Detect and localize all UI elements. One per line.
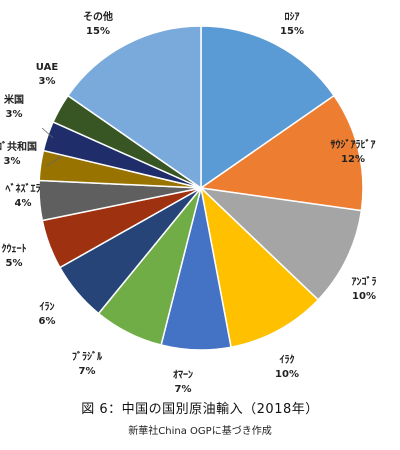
- slice-label-12: その他 15%: [83, 10, 113, 37]
- slice-name-1: ｻｳｼﾞｱﾗﾋﾞｱ: [331, 138, 376, 151]
- slice-name-4: ｵﾏｰﾝ: [173, 369, 193, 381]
- slice-value-8: 4%: [15, 198, 32, 209]
- leader-line-10: [41, 127, 54, 139]
- source-note: 新華社China OGPに基づき作成: [128, 426, 272, 437]
- slice-name-8: ﾍﾞﾈｽﾞｴﾗ: [5, 182, 41, 195]
- figure-caption: 図 6：中国の国別原油輸入（2018年）: [81, 402, 319, 417]
- slice-label-6: ｲﾗﾝ 6%: [39, 301, 56, 327]
- slice-labels: ﾛｼｱ 15%ｻｳｼﾞｱﾗﾋﾞｱ 12%ｱﾝｺﾞﾗ 10%ｲﾗｸ 10%ｵﾏｰﾝ 7%ﾌﾞ…: [0, 10, 377, 395]
- pie-slices: [38, 25, 364, 351]
- slice-value-9: 3%: [4, 156, 21, 167]
- slice-label-11: UAE 3%: [36, 62, 59, 87]
- slice-value-3: 10%: [275, 369, 299, 380]
- slice-name-6: ｲﾗﾝ: [40, 301, 55, 313]
- pie-slice-0: [200, 25, 336, 190]
- slice-value-2: 10%: [352, 291, 376, 302]
- pie-slice-1: [198, 94, 364, 212]
- slice-label-4: ｵﾏｰﾝ 7%: [173, 369, 193, 395]
- slice-value-1: 12%: [341, 154, 365, 165]
- leader-lines: [41, 127, 63, 167]
- slice-label-2: ｱﾝｺﾞﾗ 10%: [352, 275, 377, 302]
- slice-value-0: 15%: [280, 26, 304, 37]
- slice-value-5: 7%: [79, 366, 96, 377]
- slice-name-7: ｸｳｪｰﾄ: [2, 243, 27, 255]
- slice-value-10: 3%: [6, 109, 23, 120]
- slice-label-9: ｺﾝｺﾞ共和国 3%: [0, 140, 37, 167]
- slice-name-3: ｲﾗｸ: [280, 354, 295, 366]
- slice-name-9: ｺﾝｺﾞ共和国: [0, 140, 37, 153]
- pie-slice-12: [66, 25, 202, 190]
- slice-name-10: 米国: [4, 93, 24, 106]
- slice-label-1: ｻｳｼﾞｱﾗﾋﾞｱ 12%: [331, 138, 376, 165]
- slice-value-6: 6%: [39, 316, 56, 327]
- slice-name-11: UAE: [36, 62, 59, 73]
- pie-chart: ﾛｼｱ 15%ｻｳｼﾞｱﾗﾋﾞｱ 12%ｱﾝｺﾞﾗ 10%ｲﾗｸ 10%ｵﾏｰﾝ 7%ﾌﾞ…: [0, 10, 377, 395]
- slice-label-5: ﾌﾞﾗｼﾞﾙ 7%: [72, 350, 103, 377]
- pie-slice-2: [198, 186, 363, 301]
- slice-name-12: その他: [83, 10, 113, 23]
- slice-label-8: ﾍﾞﾈｽﾞｴﾗ 4%: [5, 182, 41, 209]
- leader-line-9: [46, 155, 63, 167]
- slice-name-2: ｱﾝｺﾞﾗ: [352, 275, 377, 288]
- slice-name-5: ﾌﾞﾗｼﾞﾙ: [72, 350, 103, 363]
- slice-value-11: 3%: [39, 76, 56, 87]
- slice-value-4: 7%: [175, 384, 192, 395]
- slice-label-10: 米国 3%: [4, 93, 24, 120]
- slice-name-0: ﾛｼｱ: [285, 11, 300, 23]
- slice-label-7: ｸｳｪｰﾄ 5%: [2, 243, 27, 269]
- slice-value-7: 5%: [6, 258, 23, 269]
- pie-slice-3: [199, 185, 320, 349]
- slice-value-12: 15%: [86, 26, 110, 37]
- slice-label-3: ｲﾗｸ 10%: [275, 354, 299, 380]
- slice-label-0: ﾛｼｱ 15%: [280, 11, 304, 37]
